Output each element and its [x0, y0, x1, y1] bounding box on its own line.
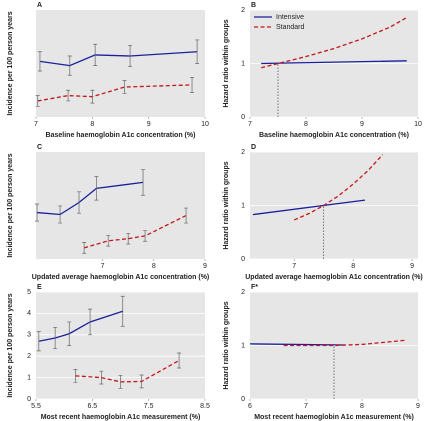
- series-line: [252, 199, 366, 216]
- error-bar: [37, 51, 42, 72]
- plot-area: [36, 152, 205, 259]
- y-axis-label: Hazard ratio within groups: [223, 301, 230, 389]
- x-tick-label: 6: [248, 403, 252, 410]
- error-bar: [128, 44, 133, 68]
- error-bar: [66, 89, 71, 102]
- error-bar: [67, 321, 72, 346]
- error-bar: [67, 55, 72, 76]
- error-bar: [141, 169, 146, 196]
- error-bar: [93, 43, 98, 66]
- x-tick-label: 7: [34, 121, 38, 128]
- error-bar: [77, 191, 82, 214]
- x-axis-label: Baseline haemoglobin A1c concentration (…: [259, 132, 409, 139]
- panel-label: B: [251, 2, 256, 9]
- error-bar: [35, 203, 40, 222]
- error-bar: [36, 331, 41, 352]
- x-tick-label: 9: [360, 121, 364, 128]
- x-tick-label: 9: [416, 403, 420, 410]
- x-tick-label: 7: [304, 403, 308, 410]
- y-tick-label: 0: [241, 114, 245, 121]
- x-tick-label: 8: [304, 121, 308, 128]
- series-line: [261, 16, 408, 69]
- x-tick-label: 8: [360, 403, 364, 410]
- x-axis-label: Updated average haemoglobin A1c concentr…: [32, 274, 210, 281]
- error-bar: [143, 230, 148, 242]
- error-bar: [118, 375, 123, 389]
- y-tick-label: 0: [27, 396, 31, 403]
- series-line: [293, 154, 384, 221]
- panel-label: E: [37, 284, 42, 291]
- error-bar: [35, 95, 40, 107]
- series-line: [261, 60, 407, 65]
- error-bar: [126, 232, 131, 245]
- x-tick-label: 7: [101, 263, 105, 270]
- y-tick-label: 3: [27, 332, 31, 339]
- y-axis-label: Hazard ratio within groups: [223, 161, 230, 249]
- y-tick-label: 1: [241, 342, 245, 349]
- y-axis-label: Incidence per 100 person years: [7, 153, 14, 257]
- panel-label: F*: [251, 284, 258, 291]
- x-tick-label: 8: [90, 121, 94, 128]
- error-bar: [195, 39, 200, 64]
- error-bar: [94, 176, 99, 201]
- series-line: [283, 339, 407, 347]
- error-bar: [73, 369, 78, 383]
- error-bar: [120, 295, 125, 327]
- x-tick-label: 7: [248, 121, 252, 128]
- error-bar: [82, 242, 87, 254]
- legend-label: Intensive: [276, 14, 304, 21]
- x-axis-label: Most recent haemoglobin A1c measurement …: [254, 414, 414, 421]
- panel-label: C: [37, 144, 42, 151]
- x-tick-label: 8: [152, 263, 156, 270]
- panel-label: D: [251, 144, 256, 151]
- y-tick-label: 2: [241, 289, 245, 296]
- y-axis-label: Incidence per 100 person years: [7, 293, 14, 397]
- y-tick-label: 5: [27, 289, 31, 296]
- error-bar: [88, 308, 93, 336]
- error-bar: [53, 326, 58, 350]
- y-tick-label: 0: [241, 256, 245, 263]
- error-bar: [99, 370, 104, 385]
- error-bar: [139, 374, 144, 389]
- error-bar: [90, 89, 95, 104]
- y-axis-label: Incidence per 100 person years: [7, 11, 14, 115]
- x-tick-label: 7: [292, 263, 296, 270]
- y-axis-label: Hazard ratio within groups: [223, 19, 230, 107]
- series-line: [83, 214, 187, 249]
- error-bar: [122, 80, 127, 94]
- error-bar: [58, 205, 63, 224]
- x-tick-label: 8: [351, 263, 355, 270]
- y-tick-label: 2: [27, 353, 31, 360]
- y-tick-label: 4: [27, 310, 31, 317]
- series-line: [249, 343, 346, 346]
- y-tick-label: 1: [27, 374, 31, 381]
- y-tick-label: 2: [241, 7, 245, 14]
- x-tick-label: 9: [203, 263, 207, 270]
- y-tick-label: 1: [241, 60, 245, 67]
- x-tick-label: 10: [414, 121, 422, 128]
- y-tick-label: 2: [241, 149, 245, 156]
- x-tick-label: 5.5: [31, 403, 41, 410]
- x-tick-label: 10: [201, 121, 209, 128]
- error-bar: [177, 352, 182, 369]
- x-tick-label: 8.5: [200, 403, 210, 410]
- x-axis-label: Baseline haemoglobin A1c concentration (…: [46, 132, 196, 139]
- error-bar: [190, 77, 195, 93]
- x-tick-label: 9: [410, 263, 414, 270]
- plot-area: [36, 10, 205, 117]
- y-tick-label: 1: [241, 202, 245, 209]
- legend-label: Standard: [276, 24, 305, 31]
- x-tick-label: 6.5: [87, 403, 97, 410]
- x-axis-label: Most recent haemoglobin A1c measurement …: [41, 414, 201, 421]
- x-tick-label: 7.5: [144, 403, 154, 410]
- x-tick-label: 9: [147, 121, 151, 128]
- y-tick-label: 0: [241, 396, 245, 403]
- panel-label: A: [37, 2, 42, 9]
- error-bar: [184, 207, 189, 224]
- error-bar: [106, 235, 111, 247]
- x-axis-label: Updated average haemoglobin A1c concentr…: [245, 274, 423, 281]
